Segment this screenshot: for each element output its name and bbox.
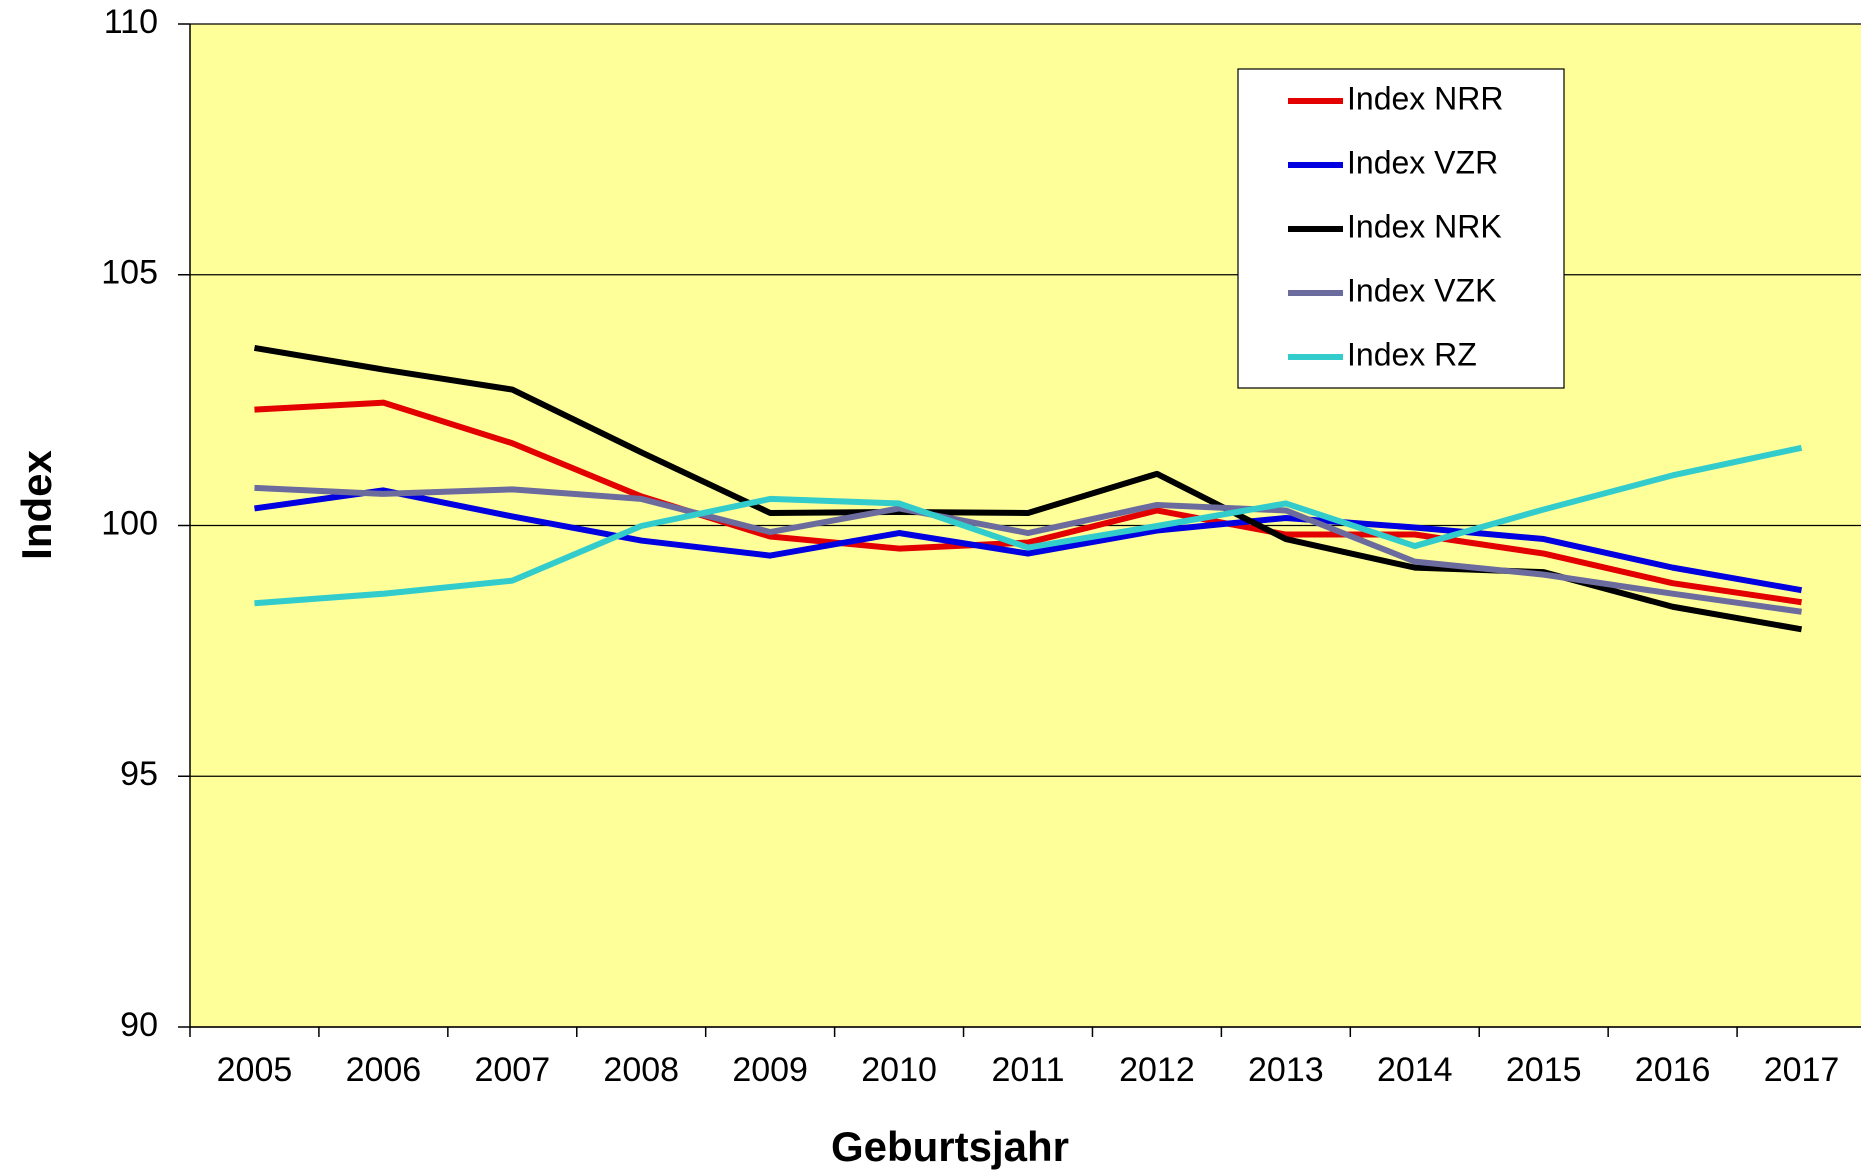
legend-label: Index NRR — [1347, 80, 1504, 116]
line-series — [254, 484, 1802, 615]
x-tick-label: 2016 — [1635, 1051, 1711, 1089]
x-tick-label: 2007 — [474, 1051, 550, 1089]
legend-label: Index NRK — [1347, 208, 1502, 244]
x-tick-label: 2017 — [1764, 1051, 1840, 1089]
line-series — [254, 444, 1803, 607]
x-tick-label: 2010 — [861, 1051, 937, 1089]
y-tick-label: 110 — [104, 3, 158, 41]
legend-label: Index VZK — [1347, 272, 1496, 308]
x-tick-label: 2005 — [217, 1051, 293, 1089]
x-tick-label: 2012 — [1119, 1051, 1195, 1089]
legend-label: Index RZ — [1347, 336, 1477, 372]
line-series — [254, 399, 1802, 606]
y-axis-title: Index — [13, 450, 60, 560]
x-tick-label: 2009 — [732, 1051, 808, 1089]
y-tick-label: 95 — [120, 755, 158, 793]
line-series — [254, 487, 1803, 594]
x-tick-label: 2008 — [603, 1051, 679, 1089]
x-tick-label: 2014 — [1377, 1051, 1453, 1089]
legend-label: Index VZR — [1347, 144, 1498, 180]
x-tick-label: 2015 — [1506, 1051, 1582, 1089]
x-tick-label: 2006 — [346, 1051, 422, 1089]
x-axis-title: Geburtsjahr — [831, 1123, 1069, 1170]
x-tick-label: 2013 — [1248, 1051, 1324, 1089]
x-tick-label: 2011 — [991, 1051, 1064, 1089]
y-tick-label: 90 — [120, 1006, 158, 1044]
y-tick-label: 105 — [101, 254, 158, 292]
y-tick-label: 100 — [101, 504, 158, 542]
